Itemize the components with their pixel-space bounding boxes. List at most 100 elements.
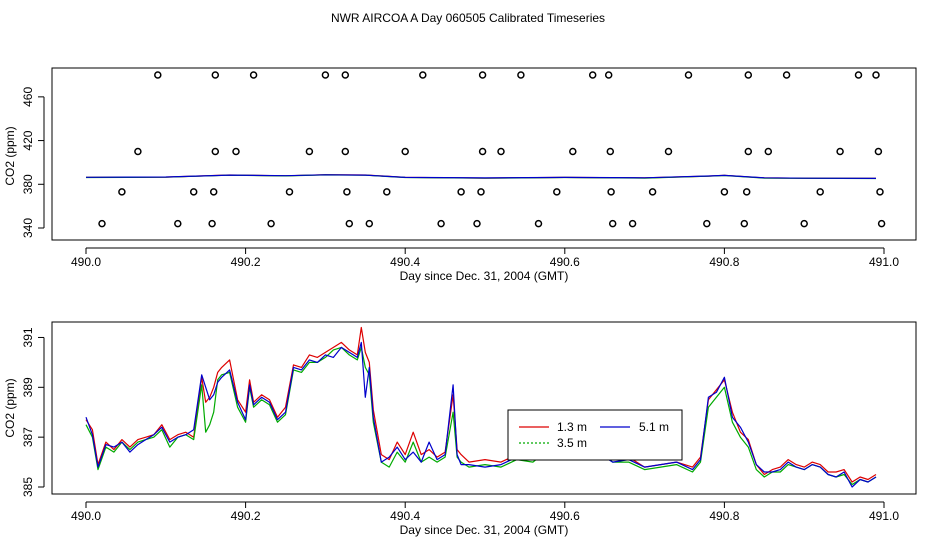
x-axis: 490.0 490.2 490.4 490.6 490.8 491.0	[71, 247, 899, 269]
bottom-panel: 490.0 490.2 490.4 490.6 490.8 491.0 385 387 389…	[3, 321, 917, 537]
data-point	[343, 188, 351, 196]
data-point	[874, 147, 883, 156]
data-point	[517, 71, 525, 79]
data-point	[321, 71, 330, 79]
data-point	[497, 147, 505, 156]
legend-label-5-1m: 5.1 m	[639, 420, 669, 434]
y-axis-title: CO2 (ppm)	[3, 378, 17, 437]
legend-label-1-3m: 1.3 m	[557, 420, 587, 434]
data-point	[401, 147, 409, 156]
data-point	[628, 219, 637, 228]
plot-frame	[51, 321, 917, 495]
data-point	[569, 147, 577, 156]
y-tick-label: 420	[21, 130, 35, 150]
top-panel: 490.0 490.2 490.4 490.6 490.8 491.0 340 380 420…	[3, 67, 917, 283]
data-point	[419, 71, 427, 79]
y-tick-label: 389	[21, 377, 35, 397]
data-point	[478, 71, 487, 79]
x-tick-label: 491.0	[869, 509, 899, 523]
data-point	[782, 71, 791, 79]
series-layer	[85, 174, 877, 180]
data-point	[383, 188, 391, 196]
data-point	[744, 147, 753, 156]
data-point	[98, 219, 106, 228]
series-line-5-1-m	[85, 174, 877, 179]
data-point	[154, 71, 162, 79]
x-axis: 490.0 490.2 490.4 490.6 490.8 491.0	[71, 501, 899, 523]
data-point	[607, 188, 615, 196]
series-line-1-3-m	[85, 326, 877, 483]
data-point	[816, 188, 824, 196]
data-point	[764, 147, 773, 156]
series-layer	[85, 326, 877, 488]
y-tick-label: 391	[21, 327, 35, 347]
plot-frame	[51, 67, 917, 241]
data-point	[720, 188, 729, 196]
data-point	[305, 147, 314, 156]
series-line-3-5-m	[85, 346, 877, 486]
data-point	[473, 219, 481, 228]
data-point	[703, 219, 711, 228]
data-point	[836, 147, 844, 156]
data-point	[664, 147, 673, 156]
x-tick-label: 491.0	[869, 255, 899, 269]
y-axis-title: CO2 (ppm)	[3, 126, 17, 185]
data-point	[189, 188, 198, 196]
legend-label-3-5m: 3.5 m	[557, 436, 587, 450]
y-tick-label: 380	[21, 174, 35, 194]
data-point	[534, 219, 543, 228]
y-tick-label: 340	[21, 218, 35, 238]
data-point	[457, 188, 465, 196]
x-tick-label: 490.0	[71, 255, 101, 269]
data-point	[134, 147, 142, 156]
data-point	[211, 147, 220, 156]
data-point	[477, 188, 485, 196]
x-tick-label: 490.8	[709, 255, 739, 269]
data-point	[232, 147, 240, 156]
data-point	[742, 188, 751, 196]
data-point	[209, 188, 218, 196]
data-point	[118, 188, 126, 196]
x-tick-label: 490.6	[550, 509, 580, 523]
x-tick-label: 490.2	[231, 509, 261, 523]
x-axis-title: Day since Dec. 31, 2004 (GMT)	[400, 269, 569, 283]
data-point	[648, 188, 657, 196]
data-point	[744, 71, 753, 79]
points-layer	[98, 71, 886, 228]
data-point	[437, 219, 445, 228]
data-point	[211, 71, 220, 79]
data-point	[208, 219, 216, 228]
data-point	[877, 219, 886, 228]
data-point	[553, 188, 561, 196]
data-point	[341, 147, 350, 156]
y-tick-label: 387	[21, 427, 35, 447]
legend-box	[507, 409, 683, 461]
data-point	[174, 219, 182, 228]
y-tick-label: 385	[21, 477, 35, 497]
x-axis-title: Day since Dec. 31, 2004 (GMT)	[400, 523, 569, 537]
x-tick-label: 490.2	[231, 255, 261, 269]
legend: 1.3 m 5.1 m 3.5 m	[507, 409, 683, 461]
data-point	[684, 71, 693, 79]
y-axis: 340 380 420 460	[21, 87, 45, 238]
x-tick-label: 490.4	[390, 255, 420, 269]
data-point	[285, 188, 294, 196]
series-line-5-1-m	[85, 341, 877, 488]
y-tick-label: 460	[21, 87, 35, 107]
x-tick-label: 490.8	[709, 509, 739, 523]
data-point	[365, 219, 374, 228]
data-point	[345, 219, 354, 228]
data-point	[588, 71, 597, 79]
x-tick-label: 490.0	[71, 509, 101, 523]
data-point	[800, 219, 808, 228]
data-point	[604, 71, 613, 79]
data-point	[608, 219, 617, 228]
y-axis: 385 387 389 391	[21, 327, 45, 497]
figure-title: NWR AIRCOA A Day 060505 Calibrated Times…	[331, 11, 605, 25]
data-point	[606, 147, 615, 156]
data-point	[341, 71, 350, 79]
x-tick-label: 490.4	[390, 509, 420, 523]
data-point	[478, 147, 487, 156]
data-point	[876, 188, 884, 196]
